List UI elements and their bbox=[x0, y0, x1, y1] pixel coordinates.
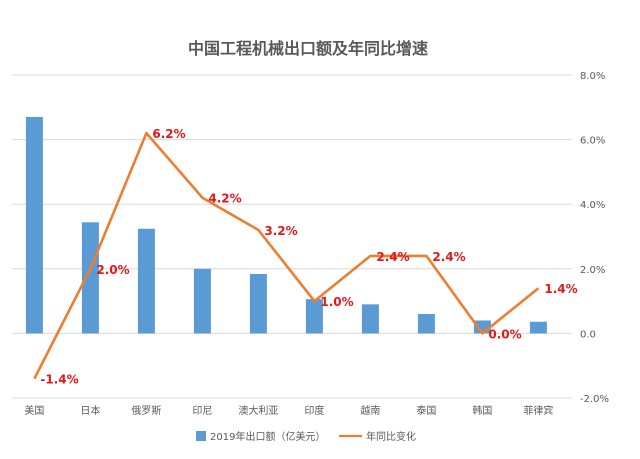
category-label: 泰国 bbox=[416, 404, 436, 417]
data-label: 4.2% bbox=[208, 192, 241, 206]
bar bbox=[417, 314, 435, 334]
category-labels: 美国 日本 俄罗斯 印尼 澳大利亚 印度 越南 泰国 韩国 菲律宾 bbox=[24, 404, 553, 417]
category-label: 印度 bbox=[304, 404, 324, 417]
legend-swatch-bar bbox=[196, 431, 206, 441]
data-labels: -1.4% 2.0% 6.2% 4.2% 3.2% 1.0% 2.4% 2.4% 0.0% 1.4… bbox=[40, 127, 577, 386]
data-label: 2.0% bbox=[96, 263, 129, 277]
category-label: 美国 bbox=[24, 404, 44, 417]
data-label: -1.4% bbox=[40, 373, 78, 387]
data-label: 1.4% bbox=[544, 282, 577, 296]
bar bbox=[361, 304, 379, 334]
right-axis-tick-label: 6.0% bbox=[580, 136, 605, 147]
watermark-title: 21世纪经济报道 bbox=[468, 415, 616, 439]
data-label: 0.0% bbox=[488, 327, 521, 341]
chart-title: 中国工程机械出口额及年同比增速 bbox=[188, 39, 428, 58]
data-label: 3.2% bbox=[264, 224, 297, 238]
category-label: 澳大利亚 bbox=[238, 404, 278, 417]
gridlines bbox=[12, 74, 572, 399]
bar bbox=[305, 299, 323, 334]
watermark: 21世纪经济报道 21ST CENTURY BUSINESS HERALD bbox=[454, 415, 616, 448]
legend: 2019年出口额（亿美元） 年同比变化 bbox=[196, 430, 416, 443]
category-label: 日本 bbox=[80, 404, 100, 417]
bar bbox=[81, 222, 99, 334]
data-label: 6.2% bbox=[152, 127, 185, 141]
data-label: 1.0% bbox=[320, 295, 353, 309]
bar bbox=[193, 268, 211, 334]
line-path bbox=[33, 131, 540, 380]
bar bbox=[25, 116, 43, 334]
category-label: 越南 bbox=[360, 404, 380, 417]
watermark-subtitle: 21ST CENTURY BUSINESS HERALD bbox=[454, 439, 616, 448]
legend-label-bar: 2019年出口额（亿美元） bbox=[210, 430, 325, 443]
right-axis-tick-label: 2.0% bbox=[580, 265, 605, 276]
category-label: 韩国 bbox=[472, 404, 492, 417]
right-axis-tick-label: -2.0% bbox=[580, 394, 609, 405]
category-label: 俄罗斯 bbox=[131, 404, 161, 417]
legend-label-line: 年同比变化 bbox=[366, 430, 416, 443]
right-axis-tick-label: 0.0 bbox=[580, 329, 596, 340]
bar bbox=[137, 228, 155, 334]
right-axis-tick-label: 4.0% bbox=[580, 200, 605, 211]
bar bbox=[529, 321, 547, 334]
line-series bbox=[33, 131, 540, 380]
right-axis-ticks: 8.0% 6.0% 4.0% 2.0% 0.0 -2.0% bbox=[580, 71, 609, 405]
category-label: 印尼 bbox=[192, 405, 212, 417]
category-label: 菲律宾 bbox=[523, 404, 553, 417]
bar-series bbox=[25, 116, 547, 334]
bar bbox=[249, 273, 267, 334]
data-label: 2.4% bbox=[432, 250, 465, 264]
right-axis-tick-label: 8.0% bbox=[580, 71, 605, 82]
data-label: 2.4% bbox=[376, 250, 409, 264]
